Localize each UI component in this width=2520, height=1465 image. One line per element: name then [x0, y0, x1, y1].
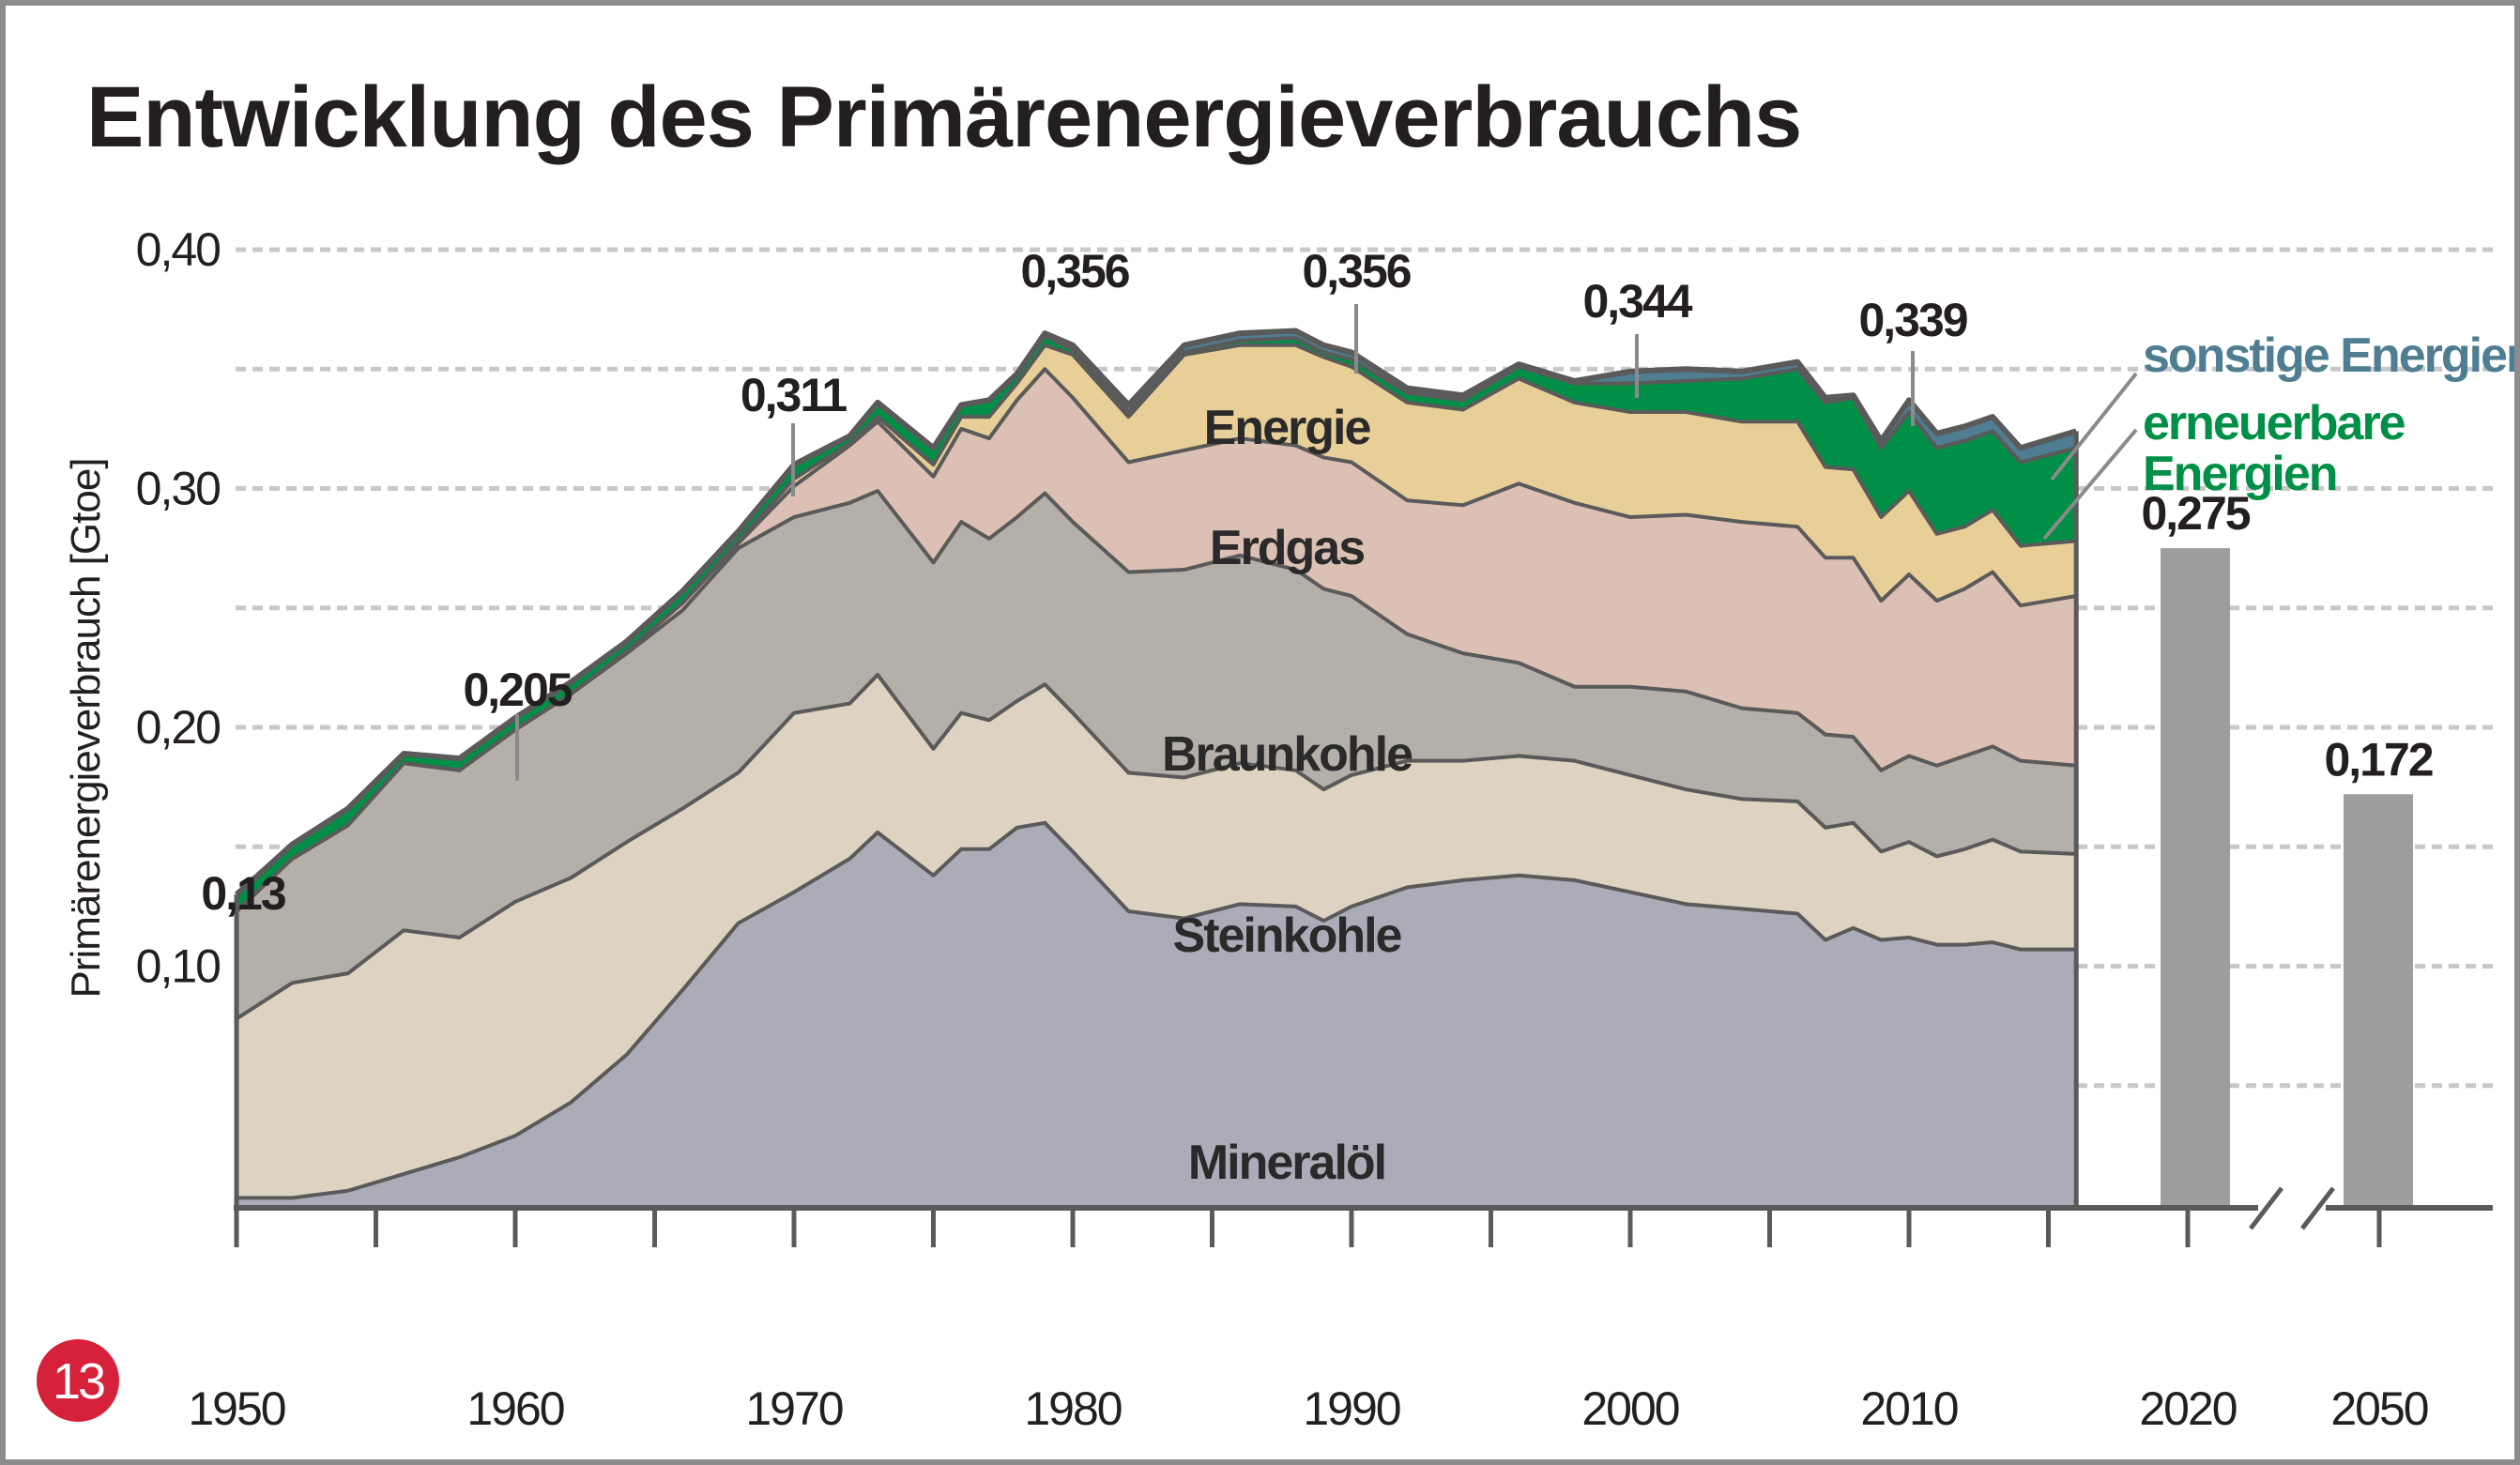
projection-bar-2050 [2344, 794, 2413, 1205]
area-erdgas [237, 369, 2077, 911]
annotation-label: 0,356 [1020, 245, 1128, 298]
projection-bar-2020 [2161, 548, 2230, 1205]
area-mineralöl [237, 822, 2077, 1205]
y-tick-label: 0,20 [136, 701, 221, 754]
chapter-badge: 13 [37, 1339, 119, 1422]
labels: 0,275 0,172 0,13 0,205 0,311 0,356 0,356 0,344 0… [201, 245, 2520, 1190]
y-tick-label: 0,40 [136, 223, 221, 276]
annotation-label: 0,311 [741, 369, 848, 421]
axis-break-mark [2300, 1186, 2335, 1230]
badge-circle [37, 1339, 119, 1422]
energy-chart: Entwicklung des Primärenergieverbrauchs … [37, 69, 2520, 1435]
area-braunkohle [237, 491, 2077, 1019]
x-tick-label: 1990 [1303, 1382, 1399, 1435]
x-tick-label: 2020 [2139, 1382, 2236, 1435]
series-outline [234, 328, 2078, 897]
axes: 0,10 0,20 0,30 0,40 1950 1960 1970 1980 1990 2000… [136, 223, 2493, 1435]
x-tick-label: 1970 [745, 1382, 842, 1435]
annotation-label: 0,356 [1302, 245, 1410, 298]
legend-leader-line [2042, 428, 2138, 541]
layer-outlines [234, 328, 2079, 1205]
y-tick-label: 0,10 [136, 940, 221, 993]
x-tick-label: 1960 [466, 1382, 563, 1435]
bar-value-label: 0,172 [2324, 733, 2432, 786]
projection-bars [2161, 548, 2413, 1205]
annotation-label: 0,339 [1858, 294, 1966, 346]
layer-label: Braunkohle [1162, 727, 1413, 782]
legend-erneuerbare: Energien [2143, 447, 2337, 501]
bar-value-label: 0,275 [2141, 487, 2250, 540]
area-energie [237, 344, 2077, 911]
x-tick-label: 2000 [1581, 1382, 1678, 1435]
annotation-label: 0,344 [1582, 275, 1692, 328]
annotation-label: 0,205 [463, 664, 572, 716]
legend-sonstige: sonstige Energien [2143, 328, 2520, 383]
layer-label: Energie [1204, 401, 1371, 455]
y-tick-label: 0,30 [136, 463, 221, 515]
stacked-areas [237, 330, 2077, 1205]
x-tick-label: 1950 [188, 1382, 284, 1435]
chart-title: Entwicklung des Primärenergieverbrauchs [86, 69, 1801, 165]
series-outline [237, 820, 2077, 1200]
badge-number: 13 [53, 1353, 104, 1410]
area-steinkohle [237, 675, 2077, 1198]
series-outline [235, 673, 2077, 1021]
legend-erneuerbare: erneuerbare [2143, 396, 2405, 450]
x-tick-label: 2050 [2330, 1382, 2427, 1435]
y-axis-label: Primärenergieverbrauch [Gtoe] [63, 458, 109, 998]
x-tick-label: 1980 [1024, 1382, 1121, 1435]
layer-label: Steinkohle [1173, 908, 1402, 963]
series-outline [235, 343, 2077, 913]
axis-break-mark [2249, 1186, 2283, 1230]
layer-label: Erdgas [1210, 521, 1364, 575]
annotation-label: 0,13 [201, 867, 285, 920]
legend-leader-line [2050, 372, 2138, 481]
layer-label: Mineralöl [1188, 1136, 1385, 1190]
x-tick-label: 2010 [1860, 1382, 1957, 1435]
